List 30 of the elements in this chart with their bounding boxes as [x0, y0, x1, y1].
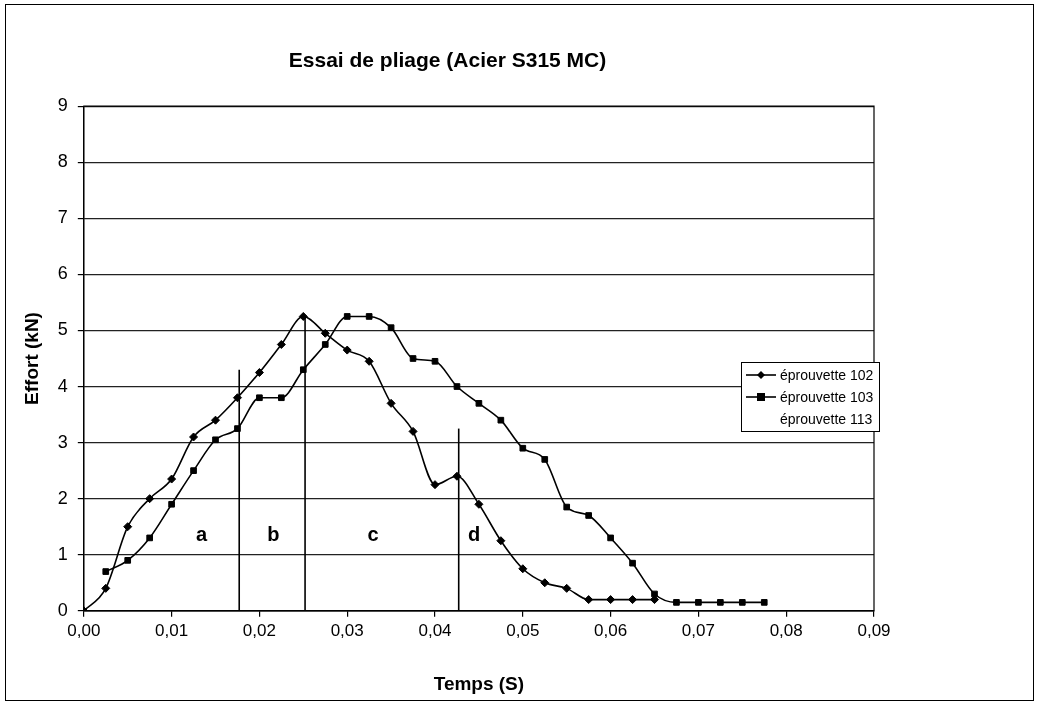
x-tick-label: 0,08 — [769, 620, 803, 640]
y-tick-label: 0 — [57, 599, 68, 620]
annotation: d — [468, 522, 481, 545]
annotation: c — [367, 522, 379, 545]
legend-label: éprouvette 102 — [780, 366, 874, 383]
chart-title: Essai de pliage (Acier S315 MC) — [288, 48, 607, 72]
legend-label: éprouvette 103 — [780, 388, 874, 405]
x-tick-label: 0,04 — [418, 620, 452, 640]
x-axis-title: Temps (S) — [433, 672, 525, 694]
x-tick-label: 0,09 — [857, 620, 891, 640]
y-tick-label: 5 — [57, 319, 68, 340]
x-tick-label: 0,03 — [330, 620, 364, 640]
x-tick-label: 0,02 — [242, 620, 276, 640]
y-tick-label: 9 — [57, 95, 68, 116]
annotation: b — [267, 522, 280, 545]
annotation: a — [195, 522, 208, 545]
y-tick-label: 8 — [57, 151, 68, 172]
y-tick-label: 7 — [57, 207, 68, 228]
text: éprouvette 113 — [780, 410, 873, 427]
y-tick-label: 4 — [57, 375, 68, 396]
y-tick-label: 3 — [57, 431, 68, 452]
y-axis-title: Effort (kN) — [20, 312, 42, 405]
x-tick-label: 0,00 — [67, 620, 101, 640]
x-tick-label: 0,01 — [155, 620, 189, 640]
y-tick-label: 6 — [57, 263, 68, 284]
x-tick-label: 0,07 — [681, 620, 715, 640]
y-tick-label: 2 — [57, 487, 68, 508]
y-tick-label: 1 — [57, 543, 68, 564]
x-tick-label: 0,05 — [506, 620, 540, 640]
x-tick-label: 0,06 — [594, 620, 628, 640]
